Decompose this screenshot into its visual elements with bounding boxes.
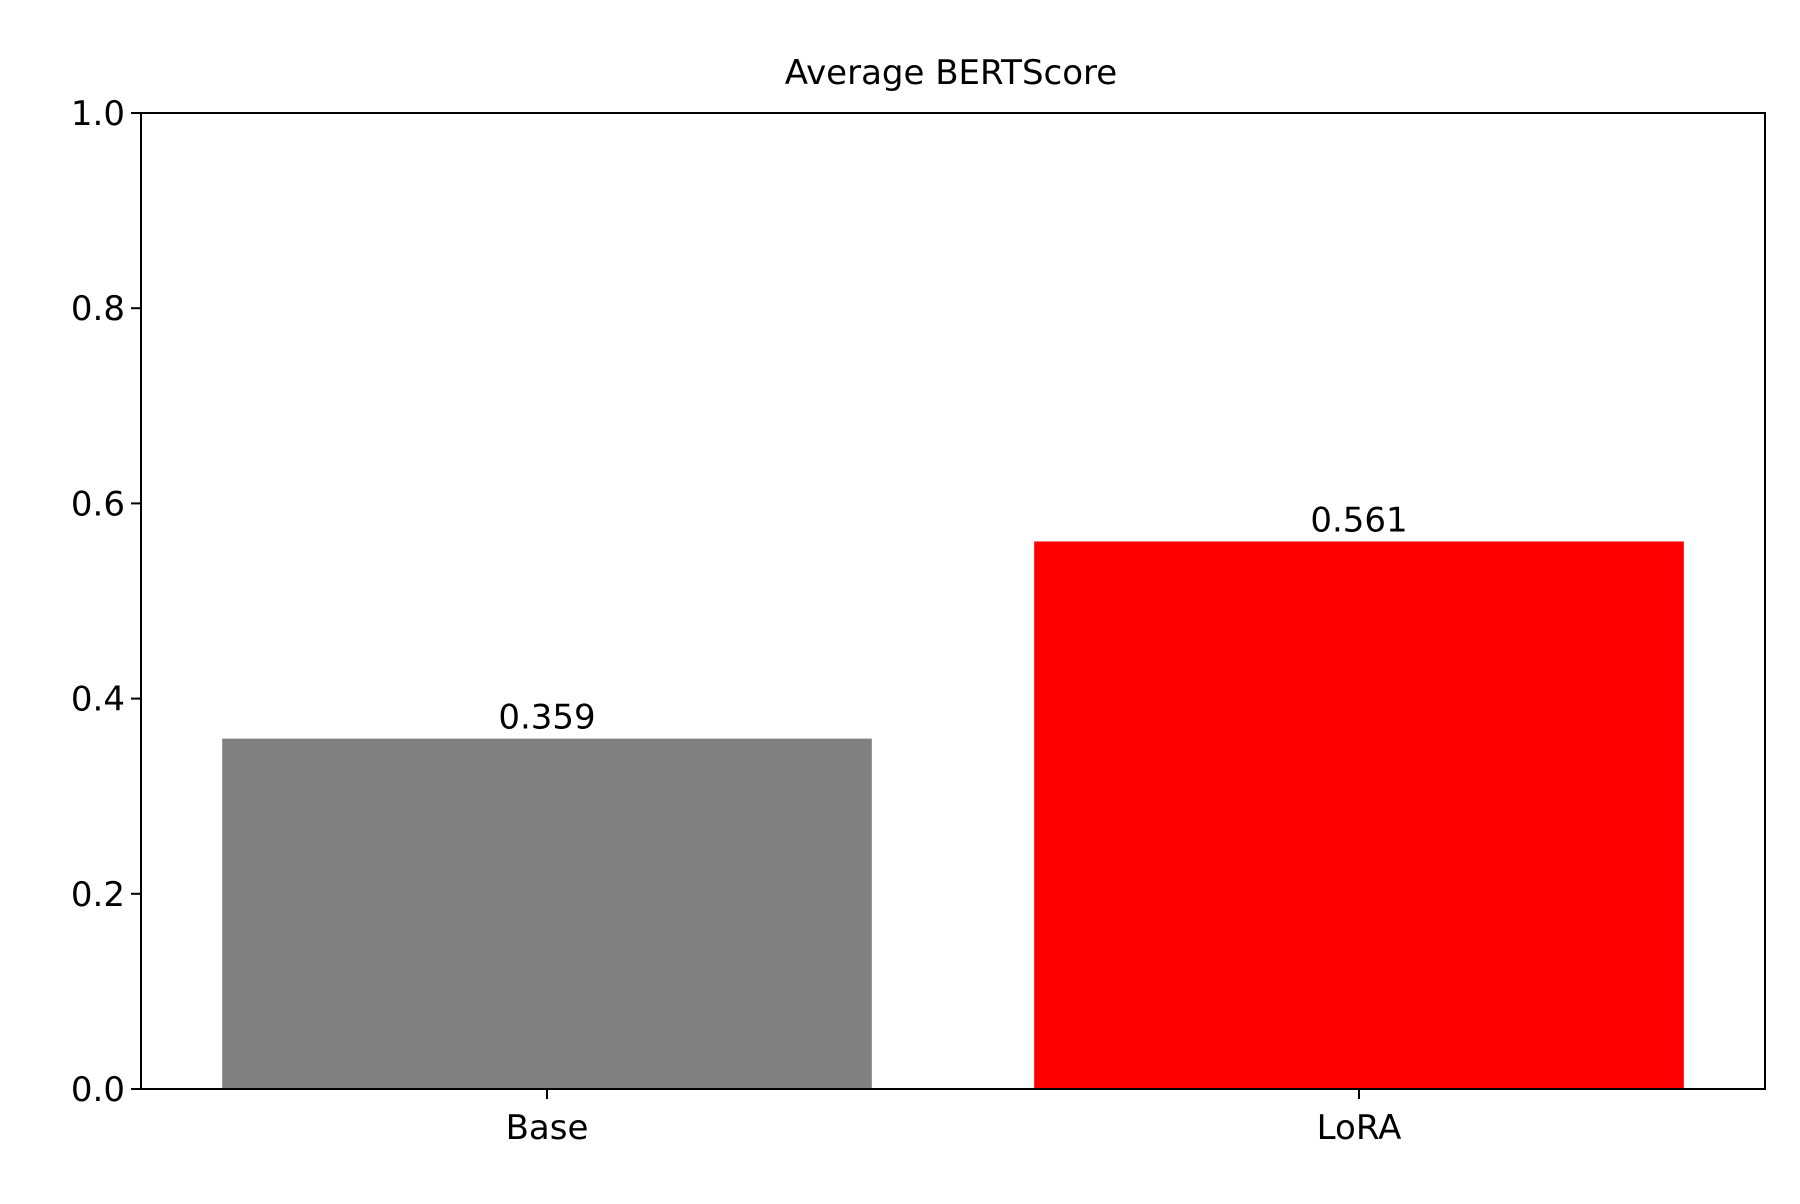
y-tick-label: 0.0 <box>71 1070 125 1110</box>
plot-area: 0.359 Base 0.561 LoRA 0.0 0.2 0.4 0.6 0.8 1.0 <box>71 94 1766 1148</box>
bar-value-label: 0.561 <box>1310 500 1407 540</box>
chart-title: Average BERTScore <box>785 53 1117 93</box>
axes-frame <box>140 112 1766 1090</box>
y-tick-label: 0.6 <box>71 484 125 524</box>
bar-lora <box>1034 541 1684 1089</box>
bar-value-label: 0.359 <box>498 698 595 738</box>
x-tick-label: LoRA <box>1317 1108 1402 1148</box>
x-tick-label: Base <box>506 1108 589 1148</box>
y-tick-label: 0.4 <box>71 680 125 720</box>
bar-base <box>222 738 872 1089</box>
y-tick-label: 1.0 <box>71 94 125 134</box>
y-tick-label: 0.2 <box>71 875 125 915</box>
y-tick-label: 0.8 <box>71 289 125 329</box>
